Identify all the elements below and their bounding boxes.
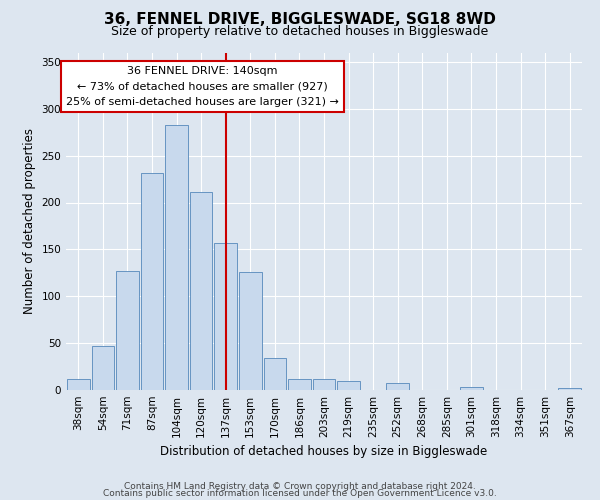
Bar xyxy=(559,388,581,390)
Bar xyxy=(67,379,89,390)
Text: 36, FENNEL DRIVE, BIGGLESWADE, SG18 8WD: 36, FENNEL DRIVE, BIGGLESWADE, SG18 8WD xyxy=(104,12,496,28)
Bar xyxy=(337,380,360,390)
Bar xyxy=(92,346,114,390)
Bar xyxy=(313,379,335,390)
Bar xyxy=(140,174,163,390)
Bar xyxy=(239,272,262,390)
Bar xyxy=(263,358,286,390)
Bar xyxy=(288,379,311,390)
Bar xyxy=(214,243,237,390)
Bar xyxy=(190,192,212,390)
Bar xyxy=(460,387,483,390)
Text: Contains HM Land Registry data © Crown copyright and database right 2024.: Contains HM Land Registry data © Crown c… xyxy=(124,482,476,491)
X-axis label: Distribution of detached houses by size in Biggleswade: Distribution of detached houses by size … xyxy=(160,446,488,458)
Y-axis label: Number of detached properties: Number of detached properties xyxy=(23,128,36,314)
Bar xyxy=(386,382,409,390)
Bar xyxy=(116,271,139,390)
Text: Size of property relative to detached houses in Biggleswade: Size of property relative to detached ho… xyxy=(112,25,488,38)
Bar xyxy=(165,124,188,390)
Text: Contains public sector information licensed under the Open Government Licence v3: Contains public sector information licen… xyxy=(103,490,497,498)
Text: 36 FENNEL DRIVE: 140sqm
← 73% of detached houses are smaller (927)
25% of semi-d: 36 FENNEL DRIVE: 140sqm ← 73% of detache… xyxy=(67,66,339,107)
